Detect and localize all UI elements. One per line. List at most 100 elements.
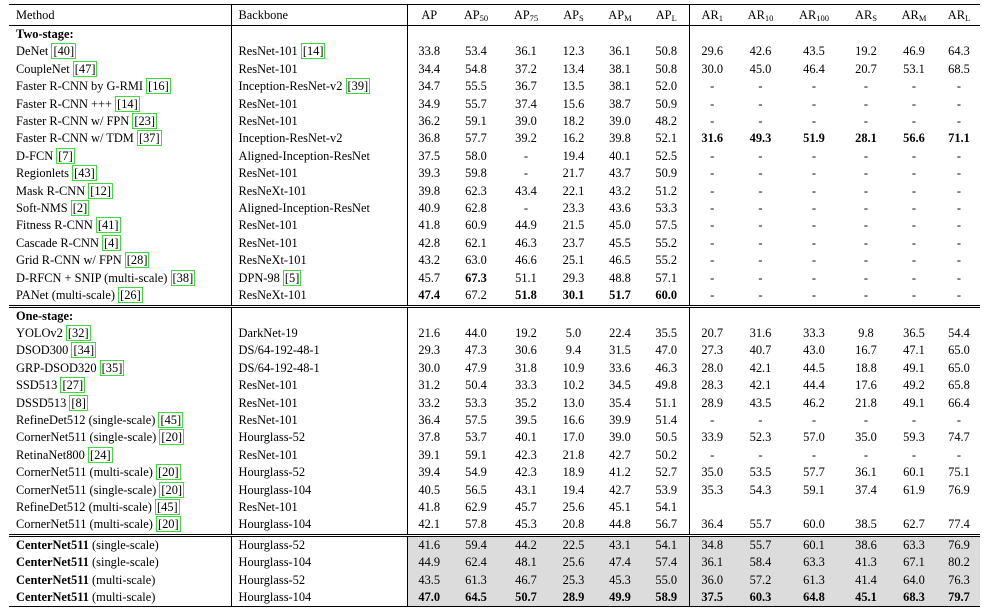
- citation-link[interactable]: [24]: [87, 446, 113, 463]
- metric-cell: 54.8: [465, 61, 487, 76]
- empty-cell: [938, 26, 980, 44]
- metric-cell: 36.4: [406, 411, 451, 430]
- metric-cell: 67.2: [465, 288, 487, 303]
- method-cell: PANet (multi-scale) [26]: [16, 287, 143, 304]
- metric-cell: 56.6: [903, 131, 925, 146]
- backbone-cell: ResNeXt-101: [230, 252, 407, 270]
- metric-cell: 79.7: [938, 589, 980, 608]
- table-row: DSOD300 [34] DS/64-192-48-1 29.3 47.3 30.6 9.…: [9, 342, 980, 360]
- citation-link[interactable]: [37]: [136, 130, 162, 147]
- metric-cell: 19.4: [562, 148, 585, 163]
- metric-cell: 46.5: [609, 253, 631, 268]
- citation-link[interactable]: [38]: [170, 269, 196, 286]
- metric-cell: -: [911, 253, 917, 268]
- citation-link[interactable]: [43]: [72, 165, 97, 182]
- table-row: RefineDet512 (single-scale) [45] ResNet-1…: [9, 411, 980, 430]
- metric-cell: 61.3: [786, 571, 842, 589]
- citation-link[interactable]: [20]: [159, 481, 185, 498]
- metric-cell: [890, 499, 938, 516]
- citation-link[interactable]: [26]: [118, 287, 143, 304]
- metric-cell: 13.0: [562, 395, 585, 410]
- citation-link[interactable]: [41]: [95, 217, 121, 234]
- metric-cell: -: [811, 235, 817, 250]
- metric-cell: 62.8: [465, 201, 487, 216]
- citation-link[interactable]: [14]: [115, 95, 140, 112]
- citation-link[interactable]: [4]: [102, 234, 121, 251]
- method-cell: DSSD513 [8]: [16, 394, 88, 411]
- metric-cell: -: [863, 412, 869, 427]
- citation-link[interactable]: [5]: [282, 269, 302, 286]
- metric-cell: 36.2: [406, 113, 451, 131]
- method-cell: CornerNet511 (single-scale) [20]: [16, 429, 185, 446]
- metric-cell: -: [811, 96, 817, 111]
- method-cell: Cascade R-CNN [4]: [16, 234, 121, 251]
- citation-link[interactable]: [2]: [70, 200, 90, 217]
- metric-cell: 33.6: [609, 360, 631, 375]
- metric-cell: 36.8: [406, 130, 451, 148]
- metric-cell: 47.3: [465, 343, 487, 358]
- metric-cell: 40.7: [749, 343, 772, 358]
- citation-link[interactable]: [28]: [124, 252, 150, 269]
- metric-cell: 54.9: [465, 465, 487, 480]
- metric-cell: -: [911, 166, 917, 181]
- citation-link[interactable]: [45]: [158, 411, 184, 428]
- metric-cell: -: [688, 95, 735, 114]
- empty-cell: [735, 26, 786, 44]
- citation-link[interactable]: [34]: [71, 342, 97, 359]
- citation-link[interactable]: [20]: [155, 464, 181, 481]
- metric-cell: 34.9: [406, 95, 451, 114]
- citation-link[interactable]: [27]: [60, 377, 86, 394]
- citation-link[interactable]: [47]: [72, 60, 98, 77]
- metric-cell: 55.7: [749, 517, 772, 532]
- citation-link[interactable]: [16]: [146, 78, 171, 95]
- citation-link[interactable]: [8]: [69, 394, 88, 411]
- metric-cell: 76.3: [938, 571, 980, 589]
- metric-cell: 58.9: [644, 589, 689, 608]
- metric-cell: -: [688, 147, 735, 166]
- citation-link[interactable]: [7]: [56, 147, 75, 164]
- metric-cell: 23.3: [562, 201, 585, 216]
- metric-cell: 21.8: [855, 395, 877, 410]
- metric-cell: 46.4: [803, 61, 825, 76]
- metric-cell: 41.6: [406, 533, 451, 555]
- metric-cell: 53.9: [655, 482, 678, 497]
- metric-cell: -: [688, 287, 735, 306]
- metric-cell: -: [956, 270, 962, 285]
- citation-link[interactable]: [20]: [159, 429, 185, 446]
- citation-link[interactable]: [32]: [65, 324, 91, 341]
- metric-cell: 35.3: [688, 481, 735, 499]
- citation-link[interactable]: [20]: [155, 516, 181, 533]
- empty-cell: [501, 304, 551, 325]
- backbone-cell: ResNet-101: [230, 411, 407, 430]
- metric-cell: 52.1: [655, 131, 678, 146]
- table-row: Faster R-CNN +++ [14] ResNet-101 34.9 55.7 3…: [9, 95, 980, 114]
- metric-cell: 49.8: [655, 378, 678, 393]
- citation-link[interactable]: [45]: [155, 498, 180, 515]
- metric-cell: -: [523, 201, 529, 216]
- metric-cell: 38.6: [842, 533, 890, 555]
- metric-cell: 33.8: [406, 43, 451, 61]
- method-cell: RefineDet512 (multi-scale) [45]: [16, 498, 180, 515]
- metric-cell: 75.1: [948, 465, 970, 480]
- table-row: Regionlets [43] ResNet-101 39.3 59.8 - 21.7 43…: [9, 165, 980, 183]
- table-row: D-FCN [7] Aligned-Inception-ResNet 37.5 58.…: [9, 147, 980, 166]
- metric-cell: 37.2: [515, 61, 537, 76]
- metric-cell: -: [956, 253, 962, 268]
- citation-link[interactable]: [39]: [345, 78, 371, 95]
- metric-cell: 5.0: [565, 325, 582, 340]
- table-row: CornerNet511 (single-scale) [20] Hourglas…: [9, 481, 980, 499]
- backbone-cell: ResNet-101: [230, 498, 407, 517]
- metric-cell: -: [688, 252, 735, 270]
- metric-cell: 71.1: [948, 131, 970, 146]
- metric-cell: 36.1: [688, 554, 735, 572]
- table-row: Mask R-CNN [12] ResNeXt-101 39.8 62.3 43.4 22…: [9, 182, 980, 201]
- citation-link[interactable]: [23]: [132, 113, 158, 130]
- metric-cell: -: [758, 183, 763, 198]
- citation-link[interactable]: [35]: [99, 359, 125, 376]
- metric-cell: 43.5: [406, 571, 451, 589]
- empty-cell: [451, 304, 501, 325]
- citation-link[interactable]: [14]: [300, 43, 326, 60]
- metric-cell: -: [956, 235, 962, 250]
- citation-link[interactable]: [40]: [51, 43, 77, 60]
- citation-link[interactable]: [12]: [88, 182, 113, 199]
